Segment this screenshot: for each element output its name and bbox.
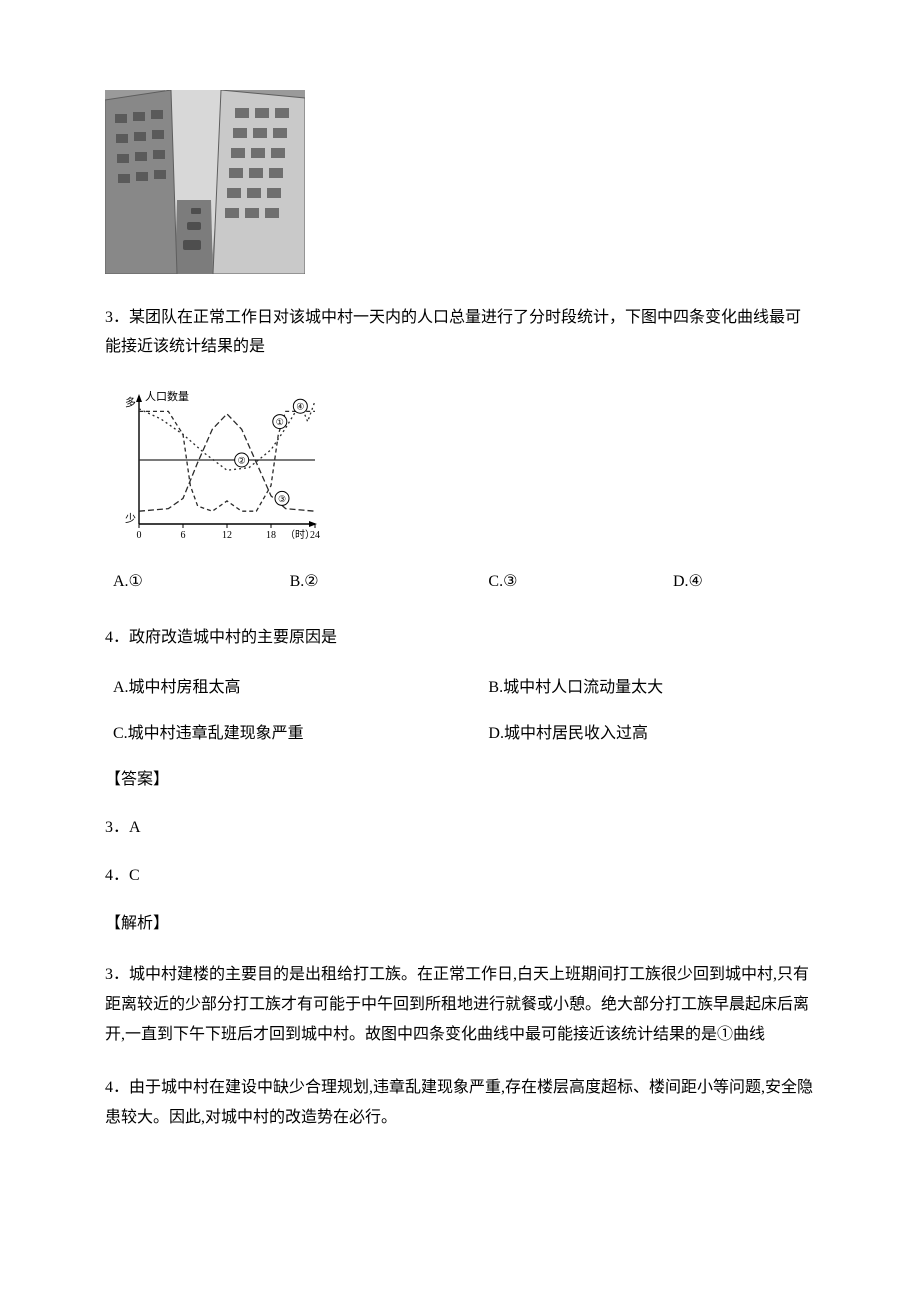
q4-option-c: C.城中村违章乱建现象严重 [105, 722, 488, 746]
svg-text:（时）: （时） [285, 529, 315, 541]
question-3-text: 3．某团队在正常工作日对该城中村一天内的人口总量进行了分时段统计，下图中四条变化… [105, 304, 815, 362]
explain-4: 4．由于城中村在建设中缺少合理规划,违章乱建现象严重,存在楼层高度超标、楼间距小… [105, 1073, 815, 1132]
q3-option-a: A.① [105, 570, 290, 594]
q4-option-b: B.城中村人口流动量太大 [488, 676, 815, 700]
urban-village-photo [105, 90, 305, 274]
q4-option-d: D.城中村居民收入过高 [488, 722, 815, 746]
q3-option-d: D.④ [673, 570, 815, 594]
svg-text:①: ① [276, 417, 284, 427]
svg-text:12: 12 [222, 530, 232, 541]
svg-text:②: ② [238, 455, 246, 465]
population-curve-chart: 人口数量多少06121824（时）①②③④ [105, 386, 325, 546]
svg-text:0: 0 [137, 530, 142, 541]
answers-label: 【答案】 [105, 768, 815, 792]
svg-text:6: 6 [181, 530, 186, 541]
answer-3: 3．A [105, 816, 815, 840]
question-4-text: 4．政府改造城中村的主要原因是 [105, 624, 815, 653]
svg-text:少: 少 [125, 512, 136, 525]
answer-4: 4．C [105, 864, 815, 888]
svg-text:人口数量: 人口数量 [145, 390, 189, 403]
q4-option-a: A.城中村房租太高 [105, 676, 488, 700]
svg-text:④: ④ [296, 401, 304, 411]
question-4-options-row2: C.城中村违章乱建现象严重 D.城中村居民收入过高 [105, 722, 815, 746]
explain-label: 【解析】 [105, 912, 815, 936]
question-3-options: A.① B.② C.③ D.④ [105, 570, 815, 594]
explain-3: 3．城中村建楼的主要目的是出租给打工族。在正常工作日,白天上班期间打工族很少回到… [105, 960, 815, 1049]
q3-option-b: B.② [290, 570, 489, 594]
svg-text:多: 多 [125, 395, 136, 409]
svg-text:18: 18 [266, 530, 276, 541]
svg-text:③: ③ [278, 493, 286, 503]
question-4-options-row1: A.城中村房租太高 B.城中村人口流动量太大 [105, 676, 815, 700]
q3-option-c: C.③ [488, 570, 673, 594]
